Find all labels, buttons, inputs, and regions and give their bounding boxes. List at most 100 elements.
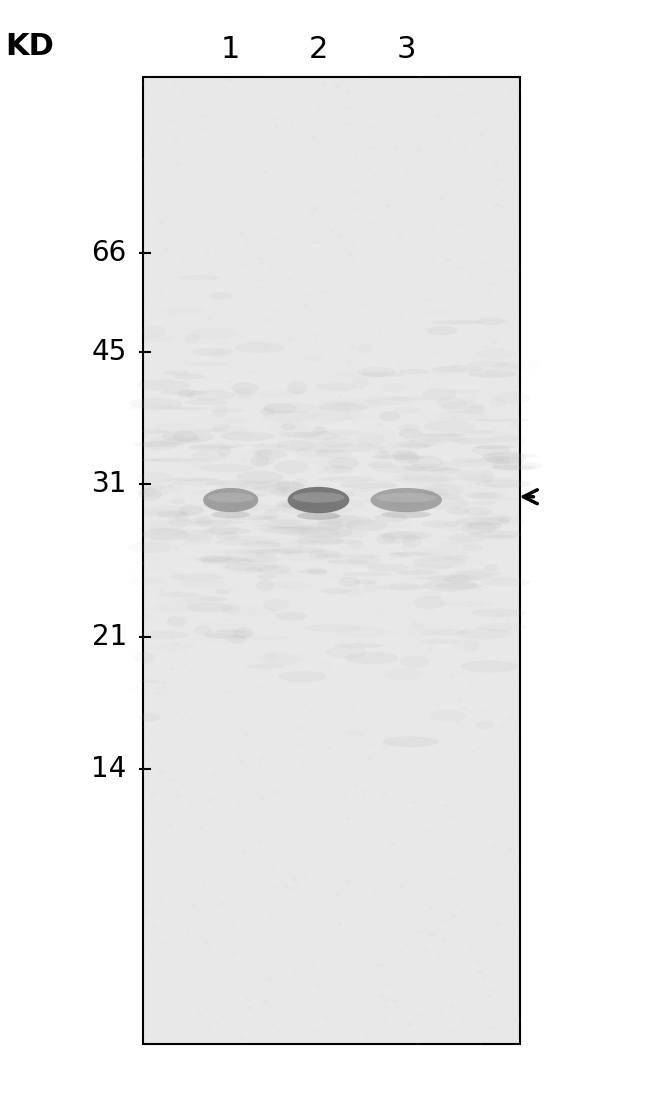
- Ellipse shape: [346, 359, 351, 363]
- Ellipse shape: [352, 242, 356, 244]
- Ellipse shape: [353, 579, 377, 585]
- Ellipse shape: [499, 724, 504, 728]
- Ellipse shape: [165, 729, 168, 731]
- Ellipse shape: [185, 740, 188, 741]
- Ellipse shape: [224, 535, 265, 541]
- Ellipse shape: [445, 781, 448, 785]
- Ellipse shape: [309, 551, 341, 556]
- Ellipse shape: [170, 371, 176, 376]
- Ellipse shape: [347, 889, 350, 890]
- Ellipse shape: [421, 434, 467, 442]
- Ellipse shape: [457, 266, 461, 269]
- Ellipse shape: [430, 647, 432, 648]
- Ellipse shape: [400, 656, 430, 668]
- Ellipse shape: [384, 983, 391, 987]
- Ellipse shape: [413, 556, 466, 568]
- Ellipse shape: [148, 730, 151, 733]
- Ellipse shape: [290, 442, 292, 443]
- Ellipse shape: [247, 548, 302, 554]
- Ellipse shape: [429, 908, 433, 910]
- Ellipse shape: [419, 639, 461, 644]
- Ellipse shape: [305, 319, 310, 322]
- Ellipse shape: [246, 168, 248, 170]
- Ellipse shape: [193, 520, 245, 524]
- Ellipse shape: [186, 353, 190, 356]
- Ellipse shape: [294, 886, 300, 890]
- Ellipse shape: [398, 429, 422, 439]
- Ellipse shape: [354, 156, 358, 158]
- Ellipse shape: [184, 491, 188, 493]
- Ellipse shape: [207, 947, 212, 951]
- Ellipse shape: [345, 90, 349, 92]
- Ellipse shape: [183, 652, 188, 655]
- Ellipse shape: [192, 449, 227, 462]
- Ellipse shape: [252, 611, 256, 614]
- Ellipse shape: [463, 842, 465, 843]
- Ellipse shape: [480, 585, 482, 587]
- Ellipse shape: [157, 1022, 159, 1023]
- Ellipse shape: [499, 1012, 502, 1014]
- Ellipse shape: [259, 262, 265, 265]
- Ellipse shape: [361, 789, 367, 793]
- Text: KD: KD: [5, 32, 54, 60]
- Ellipse shape: [448, 625, 453, 628]
- Ellipse shape: [399, 1019, 402, 1021]
- Ellipse shape: [264, 528, 309, 534]
- Ellipse shape: [443, 803, 448, 807]
- Ellipse shape: [276, 433, 280, 435]
- Ellipse shape: [196, 369, 202, 374]
- Ellipse shape: [185, 333, 200, 344]
- Ellipse shape: [356, 641, 362, 644]
- Ellipse shape: [375, 451, 389, 459]
- Ellipse shape: [203, 942, 209, 944]
- Ellipse shape: [392, 890, 394, 891]
- Ellipse shape: [179, 482, 182, 485]
- Ellipse shape: [351, 711, 356, 713]
- Ellipse shape: [234, 109, 237, 110]
- Ellipse shape: [198, 984, 202, 986]
- Ellipse shape: [304, 304, 308, 307]
- Ellipse shape: [172, 499, 185, 504]
- Ellipse shape: [186, 935, 192, 939]
- Ellipse shape: [351, 533, 354, 534]
- Ellipse shape: [270, 609, 273, 611]
- Ellipse shape: [261, 1000, 268, 1004]
- Ellipse shape: [344, 520, 387, 531]
- Ellipse shape: [359, 506, 363, 508]
- Ellipse shape: [281, 809, 284, 811]
- Ellipse shape: [198, 729, 202, 731]
- Ellipse shape: [306, 504, 354, 514]
- Ellipse shape: [382, 791, 388, 795]
- Ellipse shape: [167, 437, 200, 442]
- Ellipse shape: [344, 652, 398, 664]
- Ellipse shape: [434, 582, 482, 589]
- Ellipse shape: [310, 913, 314, 915]
- Ellipse shape: [429, 138, 432, 140]
- Ellipse shape: [322, 290, 328, 293]
- Ellipse shape: [307, 492, 346, 502]
- Ellipse shape: [144, 441, 177, 451]
- Ellipse shape: [241, 850, 248, 854]
- Ellipse shape: [316, 449, 352, 458]
- Ellipse shape: [493, 376, 497, 379]
- Ellipse shape: [350, 422, 353, 424]
- Ellipse shape: [209, 484, 213, 486]
- Ellipse shape: [388, 552, 432, 556]
- Ellipse shape: [313, 490, 356, 498]
- Ellipse shape: [216, 532, 239, 541]
- Ellipse shape: [222, 129, 224, 130]
- Ellipse shape: [349, 467, 354, 469]
- Ellipse shape: [410, 992, 413, 995]
- Ellipse shape: [332, 230, 336, 232]
- Ellipse shape: [486, 290, 492, 293]
- Ellipse shape: [513, 660, 515, 663]
- Ellipse shape: [170, 1039, 174, 1042]
- Ellipse shape: [170, 574, 224, 581]
- Ellipse shape: [459, 692, 463, 695]
- Ellipse shape: [289, 941, 292, 942]
- Ellipse shape: [269, 1023, 276, 1028]
- Ellipse shape: [312, 484, 313, 485]
- Ellipse shape: [202, 796, 206, 798]
- Ellipse shape: [467, 369, 516, 378]
- Ellipse shape: [317, 107, 322, 110]
